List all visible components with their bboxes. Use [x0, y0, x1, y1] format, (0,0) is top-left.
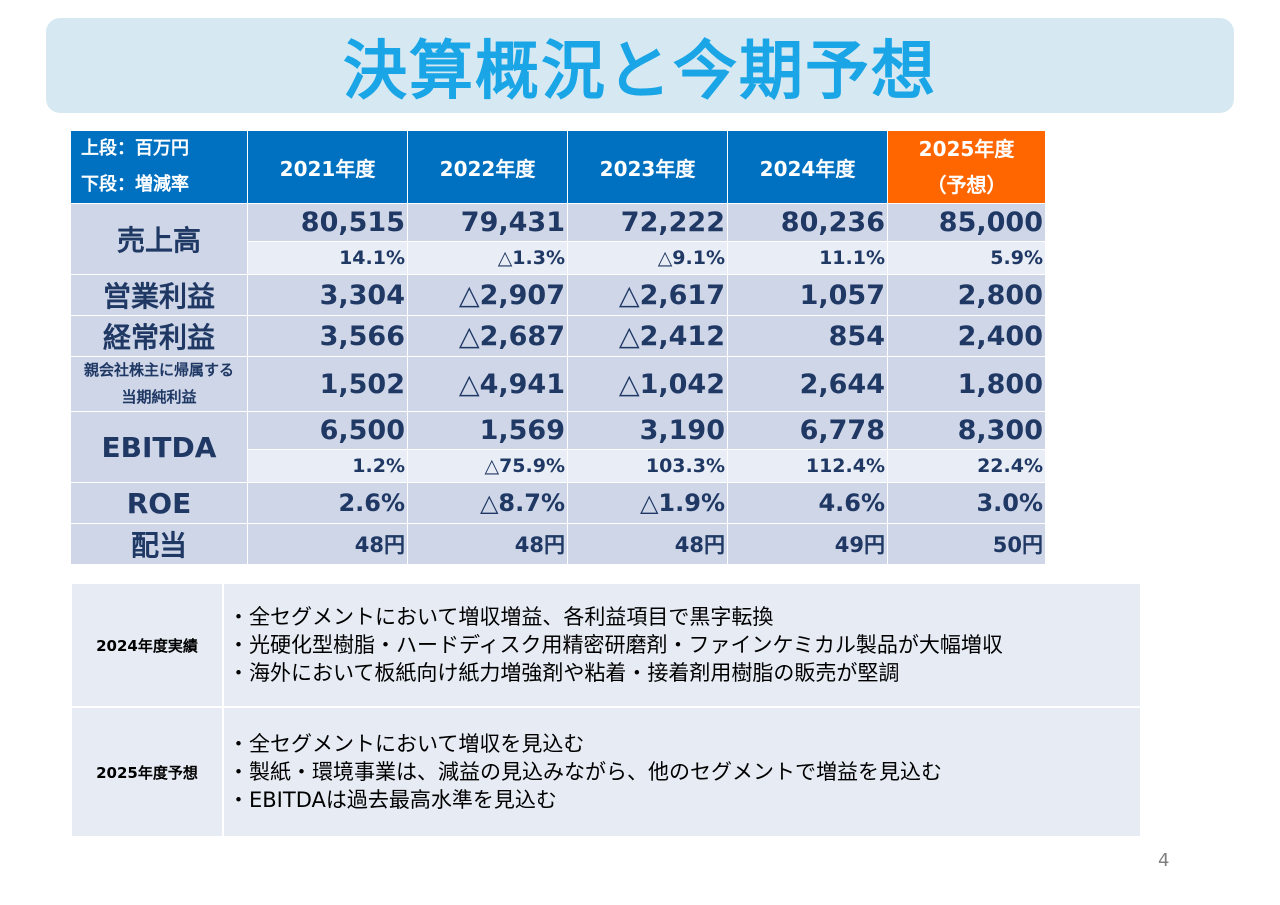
- rate-cell: 103.3%: [567, 449, 728, 483]
- row-label-operating-profit: 営業利益: [70, 274, 248, 316]
- rate-cell: 1.2%: [247, 449, 408, 483]
- table-cell: △2,412: [567, 315, 728, 357]
- table-row: EBITDA 6,500 1,569 3,190 6,778 8,300: [70, 411, 1046, 483]
- forecast-cell: 8,300: [887, 411, 1046, 450]
- table-cell: △2,907: [407, 274, 568, 316]
- table-cell: 6,500: [247, 411, 408, 450]
- list-item: ・EBITDAは過去最高水準を見込む: [228, 788, 557, 812]
- table-cell: 1,569: [407, 411, 568, 450]
- table-row: 配当 48円 48円 48円 49円 50円: [70, 523, 1046, 565]
- unit-note-line1: 上段：百万円: [81, 138, 189, 159]
- table-cell: △1,042: [567, 356, 728, 412]
- notes-row: 2025年度予想 ・全セグメントにおいて増収を見込む ・製紙・環境事業は、減益の…: [70, 706, 1142, 838]
- row-label-net-income-line2: 当期純利益: [121, 388, 197, 406]
- forecast-cell: 85,000: [887, 203, 1046, 242]
- rate-cell: △75.9%: [407, 449, 568, 483]
- unit-note: 上段：百万円 下段：増減率: [70, 130, 248, 204]
- row-label-net-income: 親会社株主に帰属する 当期純利益: [70, 356, 248, 412]
- table-cell: 2.6%: [247, 482, 408, 524]
- row-label-dividend: 配当: [70, 523, 248, 565]
- forecast-header: 2025年度 （予想）: [887, 130, 1046, 204]
- notes-heading-2024: 2024年度実績: [70, 582, 224, 708]
- forecast-cell: 2,400: [887, 315, 1046, 357]
- table-cell: 80,236: [727, 203, 888, 242]
- table-cell: 1,502: [247, 356, 408, 412]
- forecast-cell: 1,800: [887, 356, 1046, 412]
- table-cell: 2,644: [727, 356, 888, 412]
- list-item: ・全セグメントにおいて増収増益、各利益項目で黒字転換: [228, 605, 774, 629]
- notes-heading-2025: 2025年度予想: [70, 706, 224, 838]
- table-row: ROE 2.6% △8.7% △1.9% 4.6% 3.0%: [70, 482, 1046, 524]
- table-cell: 6,778: [727, 411, 888, 450]
- year-header-2022: 2022年度: [407, 130, 568, 204]
- rate-cell: 112.4%: [727, 449, 888, 483]
- table-row: 売上高 80,515 79,431 72,222 80,236 85,000: [70, 203, 1046, 275]
- table-cell: △1.9%: [567, 482, 728, 524]
- table-row: 経常利益 3,566 △2,687 △2,412 854 2,400: [70, 315, 1046, 357]
- list-item: ・製紙・環境事業は、減益の見込みながら、他のセグメントで増益を見込む: [228, 760, 942, 784]
- unit-note-line2: 下段：増減率: [81, 174, 189, 195]
- page-title: 決算概況と今期予想: [343, 34, 937, 109]
- table-row: 14.1% △1.3% △9.1% 11.1% 5.9%: [71, 241, 1046, 275]
- financial-summary-table: 上段：百万円 下段：増減率 2021年度 2022年度 2023年度 2024年…: [70, 130, 1046, 565]
- table-cell: 3,304: [247, 274, 408, 316]
- table-cell: 48円: [407, 523, 568, 565]
- forecast-cell: 3.0%: [887, 482, 1046, 524]
- rate-cell: △1.3%: [407, 241, 568, 275]
- notes-body-2024: ・全セグメントにおいて増収増益、各利益項目で黒字転換 ・光硬化型樹脂・ハードディ…: [222, 582, 1142, 708]
- table-cell: 48円: [567, 523, 728, 565]
- table-cell: △2,687: [407, 315, 568, 357]
- year-header-2024: 2024年度: [727, 130, 888, 204]
- notes-table: 2024年度実績 ・全セグメントにおいて増収増益、各利益項目で黒字転換 ・光硬化…: [70, 582, 1142, 838]
- title-banner: 決算概況と今期予想: [46, 18, 1234, 113]
- list-item: ・全セグメントにおいて増収を見込む: [228, 732, 585, 756]
- forecast-rate-cell: 22.4%: [887, 449, 1046, 483]
- table-row: 親会社株主に帰属する 当期純利益 1,502 △4,941 △1,042 2,6…: [70, 356, 1046, 412]
- forecast-cell: 2,800: [887, 274, 1046, 316]
- table-cell: 1,057: [727, 274, 888, 316]
- table-row: 営業利益 3,304 △2,907 △2,617 1,057 2,800: [70, 274, 1046, 316]
- rate-cell: 14.1%: [247, 241, 408, 275]
- table-cell: 854: [727, 315, 888, 357]
- table-row: 1.2% △75.9% 103.3% 112.4% 22.4%: [71, 449, 1046, 483]
- rate-cell: △9.1%: [567, 241, 728, 275]
- row-label-ordinary-profit: 経常利益: [70, 315, 248, 357]
- rate-cell: 11.1%: [727, 241, 888, 275]
- table-cell: 3,190: [567, 411, 728, 450]
- row-label-ebitda: EBITDA: [70, 411, 248, 483]
- notes-row: 2024年度実績 ・全セグメントにおいて増収増益、各利益項目で黒字転換 ・光硬化…: [70, 582, 1142, 708]
- forecast-cell: 50円: [887, 523, 1046, 565]
- table-cell: △4,941: [407, 356, 568, 412]
- forecast-rate-cell: 5.9%: [887, 241, 1046, 275]
- table-cell: 3,566: [247, 315, 408, 357]
- row-label-roe: ROE: [70, 482, 248, 524]
- table-cell: △8.7%: [407, 482, 568, 524]
- table-cell: △2,617: [567, 274, 728, 316]
- table-cell: 48円: [247, 523, 408, 565]
- list-item: ・海外において板紙向け紙力増強剤や粘着・接着剤用樹脂の販売が堅調: [228, 661, 900, 685]
- forecast-header-line2: （予想）: [926, 173, 1007, 197]
- table-cell: 49円: [727, 523, 888, 565]
- row-label-sales: 売上高: [70, 203, 248, 275]
- year-header-2021: 2021年度: [247, 130, 408, 204]
- year-header-2023: 2023年度: [567, 130, 728, 204]
- row-label-net-income-line1: 親会社株主に帰属する: [83, 361, 234, 379]
- table-cell: 72,222: [567, 203, 728, 242]
- table-cell: 79,431: [407, 203, 568, 242]
- table-cell: 4.6%: [727, 482, 888, 524]
- list-item: ・光硬化型樹脂・ハードディスク用精密研磨剤・ファインケミカル製品が大幅増収: [228, 633, 1003, 657]
- table-cell: 80,515: [247, 203, 408, 242]
- forecast-header-line1: 2025年度: [918, 137, 1015, 161]
- table-header-row: 上段：百万円 下段：増減率 2021年度 2022年度 2023年度 2024年…: [70, 130, 1046, 204]
- notes-body-2025: ・全セグメントにおいて増収を見込む ・製紙・環境事業は、減益の見込みながら、他の…: [222, 706, 1142, 838]
- page-number: 4: [1158, 850, 1170, 871]
